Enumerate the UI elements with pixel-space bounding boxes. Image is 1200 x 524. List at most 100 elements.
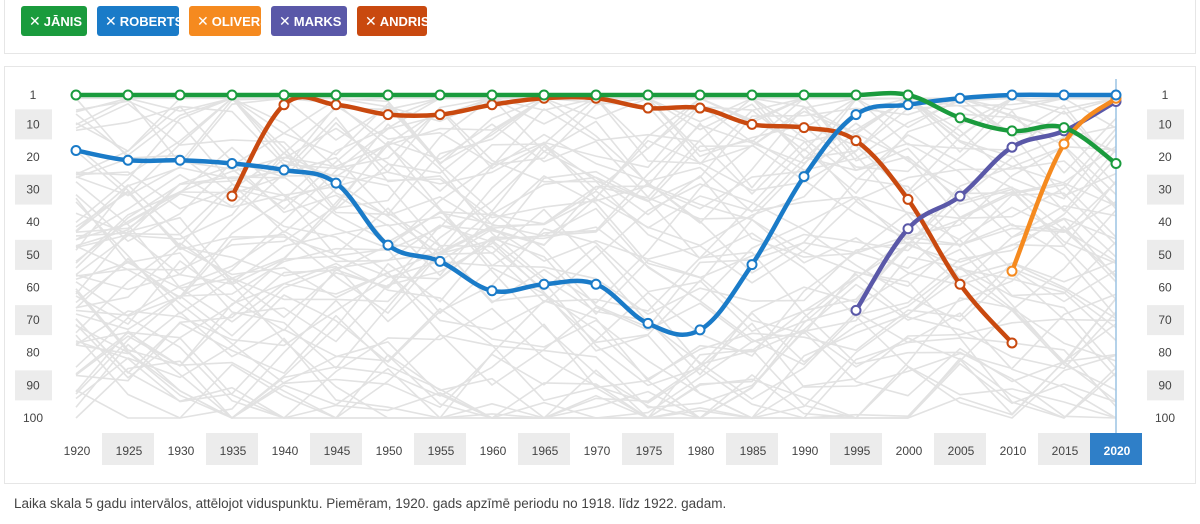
data-point[interactable] xyxy=(694,89,706,101)
data-point[interactable] xyxy=(798,89,810,101)
data-point[interactable] xyxy=(122,89,134,101)
data-point[interactable] xyxy=(1058,122,1070,134)
data-point[interactable] xyxy=(746,89,758,101)
filter-chip-marks[interactable]: ✕ MARKS xyxy=(271,6,347,36)
filter-chip-andris[interactable]: ✕ ANDRIS xyxy=(357,6,430,36)
x-tick-label[interactable]: 1955 xyxy=(428,444,455,458)
x-tick-selected[interactable] xyxy=(1090,433,1142,465)
y-tick-label: 60 xyxy=(1158,280,1172,294)
x-tick-label[interactable]: 1950 xyxy=(376,444,403,458)
data-point[interactable] xyxy=(174,154,186,166)
data-point[interactable] xyxy=(850,89,862,101)
x-tick-label[interactable]: 1975 xyxy=(636,444,663,458)
data-point[interactable] xyxy=(850,135,862,147)
data-point[interactable] xyxy=(1110,158,1122,170)
data-point[interactable] xyxy=(434,109,446,121)
filter-chip-jānis[interactable]: ✕ JĀNIS xyxy=(21,6,87,36)
data-point[interactable] xyxy=(434,255,446,267)
data-point[interactable] xyxy=(590,278,602,290)
data-point[interactable] xyxy=(1006,141,1018,153)
data-point[interactable] xyxy=(694,324,706,336)
background-line xyxy=(75,183,1117,408)
x-tick-label[interactable]: 1960 xyxy=(480,444,507,458)
y-tick-label: 80 xyxy=(1158,346,1172,360)
data-point[interactable] xyxy=(486,99,498,111)
data-point[interactable] xyxy=(642,89,654,101)
x-tick-label[interactable]: 1985 xyxy=(740,444,767,458)
data-point[interactable] xyxy=(226,89,238,101)
x-tick-label[interactable]: 2020 xyxy=(1104,444,1131,458)
data-point[interactable] xyxy=(122,154,134,166)
x-tick-label[interactable]: 2010 xyxy=(1000,444,1027,458)
data-point[interactable] xyxy=(278,89,290,101)
close-icon[interactable]: ✕ xyxy=(365,13,377,29)
data-point[interactable] xyxy=(642,102,654,114)
filter-chip-olivers[interactable]: ✕ OLIVERS xyxy=(189,6,269,36)
data-point[interactable] xyxy=(798,171,810,183)
x-tick-label[interactable]: 1945 xyxy=(324,444,351,458)
x-tick-label[interactable]: 1990 xyxy=(792,444,819,458)
data-point[interactable] xyxy=(1006,337,1018,349)
data-point[interactable] xyxy=(278,164,290,176)
data-point[interactable] xyxy=(954,92,966,104)
filter-chip-label: MARKS xyxy=(293,14,342,29)
data-point[interactable] xyxy=(226,158,238,170)
data-point[interactable] xyxy=(1006,265,1018,277)
data-point[interactable] xyxy=(382,109,394,121)
data-point[interactable] xyxy=(486,285,498,297)
data-point[interactable] xyxy=(1110,89,1122,101)
close-icon[interactable]: ✕ xyxy=(279,13,291,29)
close-icon[interactable]: ✕ xyxy=(29,13,41,29)
x-tick-label[interactable]: 1965 xyxy=(532,444,559,458)
data-point[interactable] xyxy=(538,89,550,101)
x-tick-label[interactable]: 1940 xyxy=(272,444,299,458)
data-point[interactable] xyxy=(70,144,82,156)
data-point[interactable] xyxy=(486,89,498,101)
x-tick-label[interactable]: 1935 xyxy=(220,444,247,458)
data-point[interactable] xyxy=(330,99,342,111)
data-point[interactable] xyxy=(1006,125,1018,137)
x-tick-label[interactable]: 2015 xyxy=(1052,444,1079,458)
data-point[interactable] xyxy=(70,89,82,101)
data-point[interactable] xyxy=(902,193,914,205)
close-icon[interactable]: ✕ xyxy=(105,13,117,29)
data-point[interactable] xyxy=(954,278,966,290)
data-point[interactable] xyxy=(694,102,706,114)
filter-chip-roberts[interactable]: ✕ ROBERTS xyxy=(97,6,183,36)
data-point[interactable] xyxy=(902,99,914,111)
data-point[interactable] xyxy=(954,190,966,202)
data-point[interactable] xyxy=(330,177,342,189)
x-tick-label[interactable]: 2005 xyxy=(948,444,975,458)
data-point[interactable] xyxy=(174,89,186,101)
filter-chip-label: ANDRIS xyxy=(379,14,430,29)
data-point[interactable] xyxy=(850,304,862,316)
y-tick-band-right xyxy=(1147,305,1184,336)
data-point[interactable] xyxy=(902,223,914,235)
data-point[interactable] xyxy=(1006,89,1018,101)
data-point[interactable] xyxy=(746,118,758,130)
data-point[interactable] xyxy=(382,239,394,251)
x-tick-label[interactable]: 1920 xyxy=(64,444,91,458)
data-point[interactable] xyxy=(590,89,602,101)
data-point[interactable] xyxy=(850,109,862,121)
x-tick-label[interactable]: 1995 xyxy=(844,444,871,458)
data-point[interactable] xyxy=(954,112,966,124)
data-point[interactable] xyxy=(330,89,342,101)
x-tick-label[interactable]: 1980 xyxy=(688,444,715,458)
data-point[interactable] xyxy=(902,89,914,101)
x-tick-label[interactable]: 2000 xyxy=(896,444,923,458)
data-point[interactable] xyxy=(538,278,550,290)
x-tick-label[interactable]: 1930 xyxy=(168,444,195,458)
x-tick-label[interactable]: 1970 xyxy=(584,444,611,458)
close-icon[interactable]: ✕ xyxy=(197,13,209,29)
data-point[interactable] xyxy=(798,122,810,134)
data-point[interactable] xyxy=(1058,138,1070,150)
data-point[interactable] xyxy=(434,89,446,101)
data-point[interactable] xyxy=(226,190,238,202)
x-tick-label[interactable]: 1925 xyxy=(116,444,143,458)
data-point[interactable] xyxy=(746,259,758,271)
data-point[interactable] xyxy=(382,89,394,101)
data-point[interactable] xyxy=(1058,89,1070,101)
data-point[interactable] xyxy=(278,99,290,111)
data-point[interactable] xyxy=(642,317,654,329)
